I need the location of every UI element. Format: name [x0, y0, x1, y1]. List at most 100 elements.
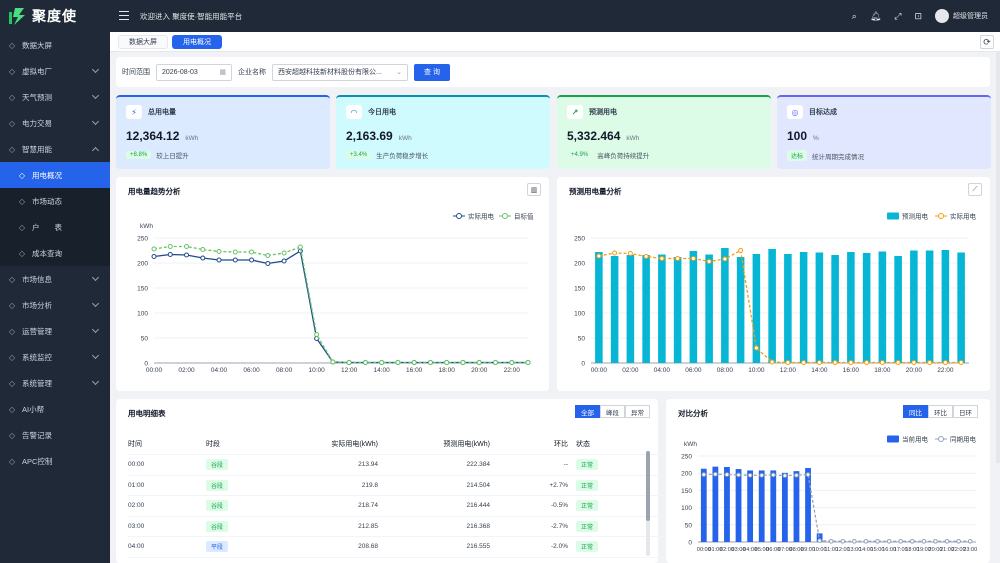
data-point — [596, 253, 602, 259]
data-point — [379, 360, 385, 365]
search-icon[interactable]: ⌕ — [851, 10, 857, 21]
data-point — [627, 251, 633, 256]
stat-badge: +8.8% — [126, 151, 152, 159]
status-badge: 正常 — [576, 459, 599, 471]
data-point — [411, 360, 417, 365]
period-tag: 平段 — [206, 541, 229, 553]
date-picker[interactable]: 2026-08-03 ▦ — [156, 63, 232, 81]
data-point — [675, 256, 681, 261]
user-menu[interactable]: 超级管理员 — [935, 9, 988, 23]
data-point — [958, 360, 964, 365]
data-point — [863, 539, 869, 544]
x-tick-label: 10:00 — [748, 367, 765, 374]
cell-ratio: -2.7% — [551, 522, 568, 530]
trend-up-icon: ↗ — [567, 105, 583, 119]
sidebar-item[interactable]: ◇ 市场动态 — [0, 188, 110, 214]
y-tick-label: 100 — [137, 311, 148, 318]
sidebar-item-label: 数据大屏 — [22, 40, 52, 50]
data-point — [840, 539, 846, 544]
bar — [642, 255, 650, 363]
table-row[interactable]: 00:00 谷段 213.94 222.384 -- 正常 — [128, 455, 762, 476]
table-row[interactable]: 01:00 谷段 219.8 214.504 +2.7% 正常 — [128, 476, 762, 496]
sidebar-item[interactable]: ◇ 市场信息 — [0, 266, 110, 292]
data-point — [724, 472, 730, 477]
data-point — [864, 360, 870, 365]
y-tick-label: 0 — [144, 361, 148, 368]
bar — [805, 468, 811, 542]
sidebar-item[interactable]: ◇ 系统监控 — [0, 344, 110, 370]
sidebar-item[interactable]: ◇ 运营管理 — [0, 318, 110, 344]
page-scrollbar[interactable] — [996, 52, 1000, 463]
menu-toggle-icon[interactable] — [119, 11, 129, 20]
sidebar-item[interactable]: ◇ 系统管理 — [0, 370, 110, 396]
table-row[interactable]: 02:00 谷段 218.74 216.444 -0.5% 正常 — [128, 496, 762, 517]
cell-forecast: 222.384 — [466, 461, 491, 469]
refresh-icon[interactable]: ⟳ — [980, 35, 994, 49]
y-tick-label: 200 — [137, 261, 148, 268]
logo[interactable]: 聚度使 — [0, 0, 110, 32]
filter-all[interactable]: 全部 — [575, 405, 600, 418]
bar-chart-icon[interactable]: ▥ — [527, 183, 541, 196]
chevron-down-icon — [91, 146, 100, 155]
table-scrollbar[interactable] — [646, 451, 650, 556]
sidebar-item[interactable]: ◇ 虚拟电厂 — [0, 58, 110, 84]
tab-usage-overview[interactable]: 用电概况 — [172, 34, 222, 49]
sidebar-item[interactable]: ◇ APC控制 — [0, 448, 110, 474]
stat-title: 总用电量 — [148, 109, 176, 116]
data-point — [886, 539, 892, 544]
lock-icon[interactable]: ⊡ — [914, 10, 922, 21]
card-title: 用电明细表 — [128, 409, 166, 418]
sidebar-item[interactable]: ◇ 智慧用能 — [0, 136, 110, 162]
data-point — [151, 246, 157, 252]
x-tick-label: 03:00 — [732, 547, 746, 553]
company-select[interactable]: 西安超越科技新材料股份有限公... ⌄ — [272, 63, 408, 81]
stat-value: 100 — [787, 129, 808, 143]
sidebar-item[interactable]: ◇ AI小帮 — [0, 396, 110, 422]
filter-abnormal[interactable]: 异常 — [625, 405, 650, 418]
sidebar-item[interactable]: ◇ 户 表 — [0, 214, 110, 240]
bell-icon[interactable]: 🔔︎ — [869, 10, 882, 21]
sidebar-item[interactable]: ◇ 告警记录 — [0, 422, 110, 448]
x-tick-label: 08:00 — [717, 367, 734, 374]
x-tick-label: 17:00 — [894, 547, 908, 553]
tab-dashboard[interactable]: 数据大屏 — [118, 34, 168, 49]
table-filter: 全部 峰段 异常 — [575, 405, 650, 418]
legend-label: 当前用电 — [902, 435, 929, 444]
y-tick-label: 50 — [578, 336, 586, 343]
sidebar-item[interactable]: ◇ 数据大屏 — [0, 32, 110, 58]
filter-dod[interactable]: 日环 — [953, 405, 978, 418]
sidebar-item[interactable]: ◇ 电力交易 — [0, 110, 110, 136]
sidebar-item-label: 电力交易 — [22, 118, 52, 128]
filter-mom[interactable]: 环比 — [928, 405, 953, 418]
meter-icon: ◇ — [18, 222, 26, 232]
y-tick-label: 0 — [688, 540, 692, 547]
monitor2-icon: ◇ — [8, 352, 16, 362]
welcome-text: 欢迎进入 聚度使·智能用能平台 — [140, 11, 243, 21]
x-tick-label: 15:00 — [871, 547, 885, 553]
data-point — [895, 360, 901, 365]
table-row[interactable]: 03:00 谷段 212.85 216.368 -2.7% 正常 — [128, 517, 762, 537]
card-title: 预测用电量分析 — [569, 187, 622, 196]
fullscreen-icon[interactable]: ⤢ — [894, 10, 902, 21]
query-button[interactable]: 查 询 — [414, 63, 450, 81]
bar — [700, 468, 707, 542]
sidebar-item[interactable]: ◇ 市场分析 — [0, 292, 110, 318]
data-point — [216, 249, 222, 254]
data-point — [769, 359, 775, 365]
x-tick-label: 10:00 — [308, 367, 325, 374]
sidebar-item[interactable]: ◇ 成本查询 — [0, 240, 110, 266]
sidebar-item[interactable]: ◇ 用电概况 — [0, 162, 110, 188]
stat-badge: 达标 — [787, 150, 808, 161]
stat-card: ◠ 今日用电 2,163.69 kWh +3.4% 生产负荷稳步增长 — [336, 95, 550, 169]
table-row[interactable]: 04:00 平段 208.68 216.555 -2.0% 正常 — [128, 537, 762, 558]
bar — [595, 252, 603, 363]
filter-yoy[interactable]: 同比 — [903, 405, 928, 418]
compare-filter: 同比 环比 日环 — [903, 405, 978, 418]
cell-ratio: +2.7% — [549, 481, 568, 489]
chevron-down-icon — [91, 377, 100, 386]
y-axis-label: kWh — [140, 223, 153, 230]
line-chart-icon[interactable]: ⟋ — [968, 183, 982, 196]
sidebar-item[interactable]: ◇ 天气预测 — [0, 84, 110, 110]
filter-peak[interactable]: 峰段 — [600, 405, 625, 418]
sidebar-item-label: AI小帮 — [22, 404, 45, 414]
